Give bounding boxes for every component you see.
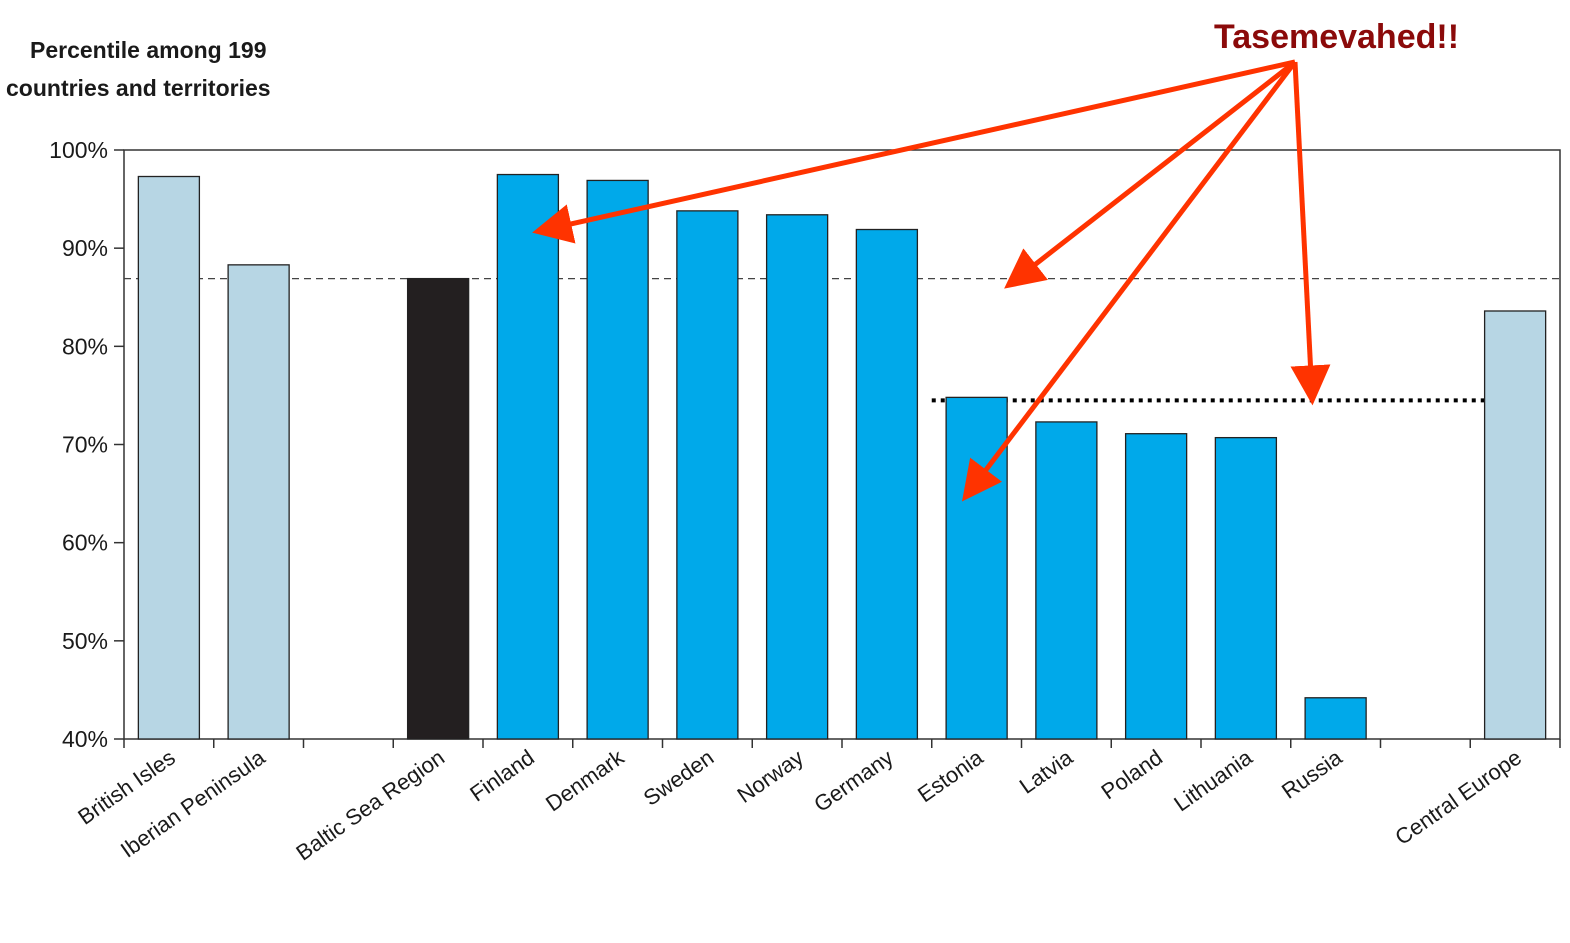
bar-latvia [1035, 421, 1098, 740]
bar-russia [1304, 697, 1367, 740]
category-label: Central Europe [1390, 745, 1526, 850]
y-axis: 40% 50% 60% 70% 80% 90% 100% [49, 137, 124, 752]
bar-norway [765, 214, 829, 740]
bar-lithuania [1214, 436, 1278, 740]
annotation-arrow [532, 59, 1296, 244]
x-axis [123, 739, 1561, 748]
y-axis-title-line-1: Percentile among 199 [30, 37, 267, 63]
category-label: Germany [809, 745, 897, 817]
bar-sweden [676, 210, 739, 740]
bar-finland [496, 173, 560, 740]
bar-iberian-peninsula [227, 264, 290, 740]
y-tick-label: 60% [62, 530, 108, 556]
plot-frame [123, 149, 1561, 740]
category-label: Lithuania [1169, 744, 1257, 816]
annotation-arrow [1004, 60, 1297, 289]
bar-estonia [945, 396, 1008, 740]
y-tick-label: 40% [62, 726, 108, 752]
annotation-label: Tasemevahed!! [1214, 18, 1459, 56]
y-axis-title-line-2: countries and territories [6, 75, 271, 101]
y-tick-label: 80% [62, 333, 108, 359]
bar-poland [1124, 433, 1188, 740]
bar-denmark [586, 179, 649, 740]
bars [137, 173, 1547, 740]
category-label: Finland [465, 745, 538, 807]
reference-lines [124, 277, 1560, 403]
annotation-arrow [961, 60, 1297, 502]
y-tick-label: 100% [49, 137, 108, 163]
category-label: Latvia [1015, 744, 1078, 799]
bar-baltic-sea-region [406, 277, 470, 740]
category-label: Russia [1277, 744, 1347, 803]
bar-central-europe [1483, 310, 1547, 740]
annotation-arrow [1290, 61, 1331, 406]
category-label: Baltic Sea Region [291, 745, 449, 866]
annotation-arrows [532, 59, 1331, 502]
category-label: Norway [733, 745, 808, 808]
bar-germany [855, 228, 919, 740]
category-label: Denmark [541, 744, 629, 816]
category-label: Estonia [913, 744, 988, 807]
category-label: Sweden [639, 745, 718, 811]
category-label: Poland [1097, 745, 1167, 805]
y-tick-label: 70% [62, 432, 108, 458]
y-tick-label: 90% [62, 235, 108, 261]
y-tick-label: 50% [62, 628, 108, 654]
bar-british-isles [137, 175, 201, 740]
